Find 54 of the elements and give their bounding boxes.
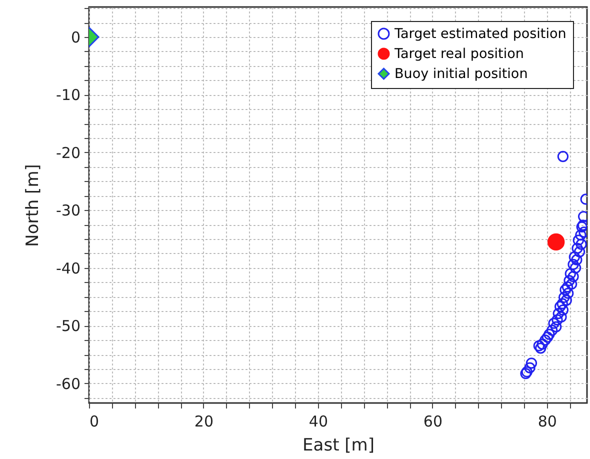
point <box>568 251 580 263</box>
legend-label: Target real position <box>394 46 524 62</box>
y-tick-label: -40 <box>56 259 80 278</box>
x-tick-label: 20 <box>194 412 214 430</box>
y-tick-label: -60 <box>56 374 80 393</box>
x-tick-label: 0 <box>90 412 100 430</box>
point <box>576 238 587 250</box>
point <box>571 254 582 266</box>
point <box>564 275 575 286</box>
point <box>540 334 551 346</box>
point <box>535 342 546 354</box>
point <box>558 292 570 303</box>
y-tick-label: 0 <box>70 28 80 47</box>
point <box>568 258 579 270</box>
x-axis-title: East [m] <box>302 436 374 456</box>
legend-label: Target estimated position <box>394 26 566 42</box>
point <box>536 338 548 350</box>
point <box>560 284 571 296</box>
point <box>544 328 555 340</box>
y-tick-label: -20 <box>56 144 80 162</box>
point <box>572 242 583 254</box>
point <box>542 332 554 343</box>
point <box>575 229 586 241</box>
point <box>570 262 582 274</box>
point <box>562 288 574 299</box>
point <box>548 318 560 329</box>
point <box>552 308 564 320</box>
point <box>572 234 584 246</box>
point <box>556 311 567 323</box>
point <box>556 298 568 310</box>
point <box>552 314 563 326</box>
x-tick-label: 40 <box>308 412 328 430</box>
point <box>562 281 574 293</box>
point <box>557 304 569 316</box>
point <box>566 278 578 290</box>
point <box>550 321 562 332</box>
point <box>524 362 536 374</box>
y-tick-label: -30 <box>56 202 80 220</box>
point <box>574 246 586 258</box>
x-tick-label: 80 <box>538 412 557 430</box>
legend-label: Buoy initial position <box>394 66 528 82</box>
point <box>560 294 572 306</box>
point <box>568 271 579 282</box>
point <box>547 233 565 251</box>
point <box>557 150 569 162</box>
point <box>533 340 544 352</box>
x-tick-label: 60 <box>423 412 442 430</box>
y-axis-title: North [m] <box>23 164 43 247</box>
y-tick-label: -50 <box>56 317 80 336</box>
y-tick-label: -10 <box>56 86 80 104</box>
point <box>564 268 576 280</box>
point <box>546 324 558 336</box>
point <box>554 301 566 312</box>
point <box>526 358 538 369</box>
